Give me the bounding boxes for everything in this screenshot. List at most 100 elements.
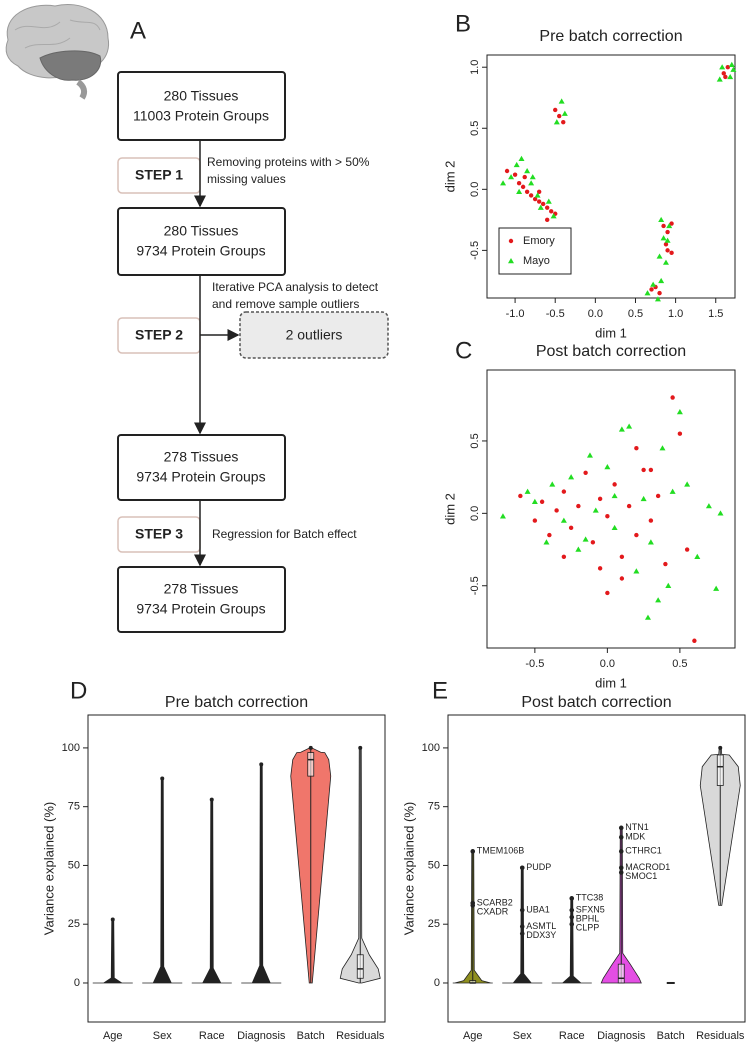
annotation-label: PUDP [526,862,551,872]
box-line: 11003 Protein Groups [133,108,269,124]
point [544,205,550,210]
point [550,213,557,219]
point [662,259,669,265]
point [634,532,639,538]
point [727,73,734,80]
annotated-point [618,834,624,840]
panel-label: B [455,10,471,37]
point [590,540,596,545]
plot-frame [447,714,746,1023]
panel-label: E [432,677,448,704]
annotated-point [569,896,575,901]
annotation-label: UBA1 [526,904,550,914]
point [612,482,617,487]
step-label: STEP 3 [135,526,183,542]
chart-title: Pre batch correction [165,694,308,711]
box [716,754,724,786]
box-line: 9734 Protein Groups [136,469,265,485]
chart-title: Post batch correction [536,343,686,360]
point [670,395,675,400]
plot-frame [486,369,736,649]
max-point [308,745,313,750]
box-line: 280 Tissues [164,223,239,239]
max-point [110,917,115,922]
annotated-point [618,849,624,854]
x-tick-label: Sex [153,1030,172,1042]
point [648,467,654,473]
point [666,222,673,229]
point [586,452,593,458]
point [669,488,676,494]
point [663,242,669,247]
annotated-point [569,921,575,927]
x-axis-label: dim 1 [595,675,627,690]
y-tick-label: 100 [62,742,80,754]
point [534,192,541,198]
flow-box [117,71,286,141]
point [536,189,542,194]
point [549,209,554,214]
box-line: 9734 Protein Groups [136,243,265,259]
point [524,488,531,494]
point [660,235,667,241]
x-tick-label: Diagnosis [237,1030,286,1042]
point [513,161,520,168]
annotation-label: NTN1 [625,822,649,832]
x-tick-label: Batch [657,1030,685,1042]
x-tick-label: 1.5 [708,308,723,320]
point [558,98,565,104]
x-tick-label: Race [559,1030,585,1042]
point [656,253,663,259]
flow-box [117,434,286,501]
point [560,517,567,523]
x-tick-label: Race [199,1030,225,1042]
chart-title: Pre batch correction [539,28,682,45]
point [611,492,618,499]
annotation-label: CTHRC1 [625,846,662,856]
point [725,65,730,70]
point [549,481,556,487]
x-tick-label: Residuals [336,1030,385,1042]
point [518,155,525,161]
point [654,296,661,302]
point [669,250,674,256]
point [676,408,683,415]
point [561,110,568,116]
annotation-label: TTC38 [576,893,604,903]
x-tick-label: Batch [297,1030,325,1042]
box [356,954,364,979]
x-tick-label: Sex [513,1030,532,1042]
point [657,290,662,296]
outlier-label: 2 outliers [286,327,343,343]
x-tick-label: Diagnosis [597,1030,646,1042]
flow-box [117,566,286,633]
point [723,74,728,80]
point [655,493,661,499]
point [684,481,691,487]
point [605,590,610,596]
x-tick-label: 0.0 [588,308,603,320]
point [713,585,720,591]
annotation-label: SCARB2 [477,897,513,907]
point [557,113,562,119]
flow-box [117,207,286,276]
x-axis-label: dim 1 [595,325,627,340]
step-description: Iterative PCA analysis to detect [212,280,379,294]
x-tick-label: Residuals [696,1030,745,1042]
point [545,198,552,204]
point [684,547,690,552]
annotated-point [618,870,624,875]
point [500,180,507,186]
point [626,423,633,429]
point [553,107,558,113]
point [532,196,538,202]
y-axis-label: Variance explained (%) [401,802,416,935]
annotation-label: MACROD1 [625,862,670,872]
point [644,290,651,296]
x-tick-label: 0.5 [628,308,643,320]
y-axis-label: dim 2 [442,161,457,193]
y-axis-label: Variance explained (%) [41,802,56,935]
flowchart: 280 Tissues 11003 Protein Groups STEP 1 … [117,71,389,633]
step-description: missing values [207,172,286,186]
point [644,614,651,620]
